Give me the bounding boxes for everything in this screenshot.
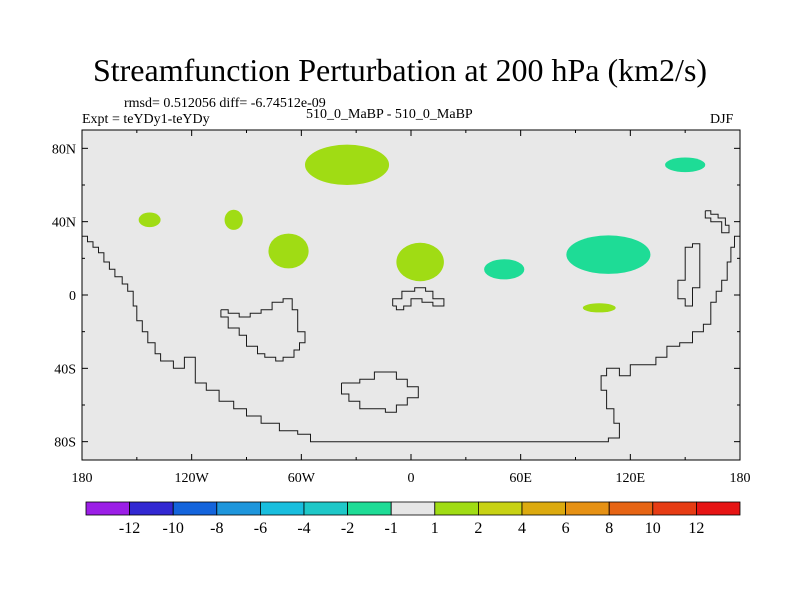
y-tick-label: 40N (52, 216, 76, 231)
chart-title: Streamfunction Perturbation at 200 hPa (… (92, 52, 708, 88)
colorbar-swatch (216, 501, 261, 516)
x-tick-label: 0 (408, 471, 415, 486)
anomaly-region (396, 242, 444, 282)
coastline (677, 243, 701, 307)
colorbar-swatch (85, 501, 130, 516)
colorbar-label: 10 (645, 520, 661, 537)
colorbar-swatch (565, 501, 610, 516)
anomaly-region (224, 209, 243, 230)
colorbar-swatch (129, 501, 174, 516)
colorbar-swatch (608, 501, 654, 516)
colorbar-label: 12 (688, 520, 704, 537)
colorbar-swatch (696, 501, 741, 516)
anomaly-region (582, 303, 616, 313)
x-tick-label: 180 (72, 471, 93, 486)
anomaly-region (268, 233, 309, 269)
colorbar-label: 6 (562, 520, 570, 537)
colorbar-label: 2 (474, 520, 482, 537)
colorbar-swatch (477, 501, 523, 516)
colorbar-swatch (172, 501, 218, 516)
colorbar-label: 1 (431, 520, 439, 537)
colorbar-label: -12 (119, 520, 140, 537)
x-tick-label: 120E (616, 471, 646, 486)
y-tick-label: 40S (54, 362, 76, 377)
anomaly-region (665, 157, 706, 173)
colorbar-swatch (652, 501, 697, 516)
colorbar-label: -8 (210, 520, 223, 537)
anomaly-region (484, 259, 525, 280)
map-background (82, 130, 740, 460)
colorbar-label: -4 (297, 520, 310, 537)
colorbar-label: -1 (385, 520, 398, 537)
colorbar-label: 8 (605, 520, 613, 537)
y-tick-label: 80S (54, 436, 76, 451)
y-tick-label: 80N (52, 142, 76, 157)
y-tick-label: 0 (69, 289, 76, 304)
coastline (392, 287, 445, 311)
stats-text: rmsd= 0.512056 diff= -6.74512e-09 (124, 96, 326, 111)
season-label: DJF (710, 112, 734, 127)
anomaly-region (304, 144, 390, 185)
colorbar-swatch (390, 501, 436, 516)
case-label: 510_0_MaBP - 510_0_MaBP (306, 107, 473, 122)
colorbar-label: 4 (518, 520, 526, 537)
x-tick-label: 60W (288, 471, 316, 486)
coastline (704, 210, 730, 234)
x-tick-label: 180 (730, 471, 751, 486)
x-tick-label: 120W (175, 471, 210, 486)
colorbar-label: -10 (163, 520, 184, 537)
colorbar-swatch (521, 501, 566, 516)
colorbar-swatch (259, 501, 305, 516)
colorbar-label: -6 (254, 520, 267, 537)
colorbar-swatch (303, 501, 348, 516)
colorbar-swatch (434, 501, 479, 516)
coastline (341, 371, 419, 413)
anomaly-region (138, 212, 161, 228)
experiment-label: Expt = teYDy1-teYDy (82, 112, 210, 127)
colorbar-swatch (347, 501, 392, 516)
x-tick-label: 60E (509, 471, 532, 486)
anomaly-region (566, 235, 651, 274)
coastline (82, 235, 740, 443)
coastline (220, 298, 306, 362)
colorbar-label: -2 (341, 520, 354, 537)
